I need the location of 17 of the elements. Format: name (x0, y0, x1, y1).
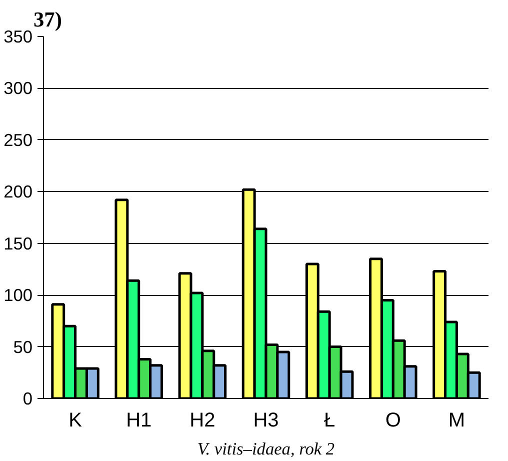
y-tick-label: 350 (4, 26, 33, 46)
y-tick-label: 250 (4, 130, 33, 150)
y-tick-label: 0 (22, 388, 33, 408)
y-tick-label: 100 (4, 285, 33, 306)
x-tick-label: O (385, 410, 401, 432)
x-tick-label: H1 (126, 410, 152, 432)
y-tick-label: 150 (4, 233, 33, 254)
x-tick-label: K (68, 410, 83, 432)
x-tick-label: H2 (190, 410, 216, 432)
y-tick-label: 200 (4, 182, 33, 202)
y-tick-label: 300 (4, 78, 33, 98)
chart-title: 37) (34, 8, 62, 32)
x-tick-label: H3 (253, 410, 279, 432)
x-tick-label: M (448, 410, 466, 432)
x-tick-label: Ł (324, 410, 336, 432)
y-tick-label: 50 (13, 336, 33, 357)
x-axis-title: V. vitis–idaea, rok 2 (197, 440, 335, 458)
